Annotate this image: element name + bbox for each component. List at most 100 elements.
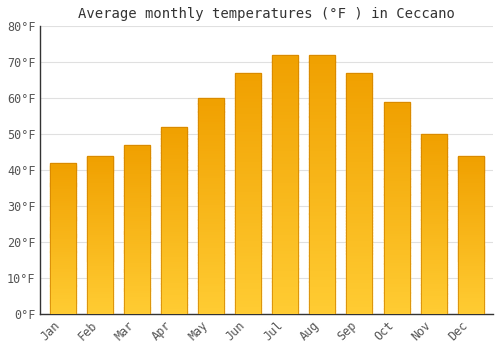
Bar bbox=[310, 291, 336, 294]
Bar bbox=[272, 110, 298, 113]
Bar bbox=[420, 156, 446, 159]
Bar bbox=[384, 256, 409, 258]
Bar bbox=[235, 73, 261, 76]
Bar bbox=[458, 262, 484, 265]
Bar bbox=[420, 215, 446, 217]
Bar bbox=[86, 193, 113, 195]
Bar bbox=[420, 287, 446, 289]
Bar bbox=[235, 73, 261, 314]
Bar bbox=[124, 215, 150, 217]
Bar bbox=[420, 258, 446, 260]
Bar bbox=[458, 288, 484, 290]
Bar bbox=[384, 144, 409, 147]
Bar bbox=[235, 181, 261, 184]
Bar bbox=[86, 288, 113, 290]
Bar bbox=[346, 136, 372, 139]
Bar bbox=[420, 246, 446, 249]
Bar bbox=[235, 311, 261, 314]
Bar bbox=[346, 308, 372, 311]
Bar bbox=[86, 158, 113, 160]
Bar bbox=[161, 136, 187, 139]
Bar bbox=[458, 312, 484, 314]
Bar bbox=[161, 164, 187, 167]
Bar bbox=[458, 251, 484, 253]
Bar bbox=[124, 257, 150, 259]
Bar bbox=[346, 97, 372, 100]
Bar bbox=[198, 109, 224, 112]
Bar bbox=[198, 225, 224, 228]
Bar bbox=[86, 243, 113, 245]
Bar bbox=[198, 147, 224, 149]
Bar bbox=[161, 220, 187, 223]
Bar bbox=[310, 236, 336, 239]
Bar bbox=[310, 139, 336, 142]
Bar bbox=[310, 298, 336, 301]
Bar bbox=[198, 157, 224, 160]
Bar bbox=[50, 219, 76, 222]
Bar bbox=[420, 193, 446, 195]
Bar bbox=[198, 139, 224, 141]
Bar bbox=[346, 305, 372, 308]
Bar bbox=[420, 210, 446, 213]
Bar bbox=[161, 209, 187, 211]
Bar bbox=[384, 107, 409, 110]
Bar bbox=[458, 205, 484, 207]
Bar bbox=[124, 295, 150, 297]
Bar bbox=[161, 276, 187, 279]
Bar bbox=[124, 270, 150, 272]
Bar bbox=[384, 226, 409, 229]
Bar bbox=[86, 231, 113, 233]
Bar bbox=[346, 259, 372, 263]
Bar bbox=[346, 281, 372, 284]
Bar bbox=[420, 217, 446, 219]
Bar bbox=[458, 306, 484, 308]
Bar bbox=[235, 257, 261, 260]
Bar bbox=[420, 150, 446, 152]
Bar bbox=[458, 185, 484, 187]
Bar bbox=[272, 233, 298, 236]
Bar bbox=[124, 274, 150, 276]
Bar bbox=[310, 77, 336, 81]
Bar bbox=[272, 84, 298, 88]
Bar bbox=[198, 176, 224, 179]
Bar bbox=[124, 176, 150, 179]
Bar bbox=[161, 272, 187, 274]
Bar bbox=[384, 184, 409, 187]
Bar bbox=[346, 118, 372, 121]
Bar bbox=[420, 253, 446, 255]
Bar bbox=[50, 164, 76, 167]
Bar bbox=[124, 147, 150, 149]
Bar bbox=[161, 141, 187, 143]
Bar bbox=[346, 251, 372, 254]
Bar bbox=[346, 178, 372, 181]
Bar bbox=[420, 212, 446, 215]
Bar bbox=[384, 205, 409, 208]
Bar bbox=[198, 106, 224, 109]
Bar bbox=[384, 173, 409, 176]
Bar bbox=[50, 274, 76, 276]
Bar bbox=[458, 191, 484, 193]
Bar bbox=[50, 257, 76, 259]
Bar bbox=[272, 172, 298, 175]
Bar bbox=[235, 296, 261, 299]
Bar bbox=[272, 220, 298, 223]
Bar bbox=[124, 236, 150, 238]
Bar bbox=[346, 211, 372, 215]
Bar bbox=[86, 239, 113, 241]
Bar bbox=[272, 175, 298, 178]
Bar bbox=[198, 128, 224, 131]
Bar bbox=[235, 187, 261, 190]
Bar bbox=[124, 276, 150, 278]
Bar bbox=[198, 276, 224, 279]
Bar bbox=[272, 252, 298, 256]
Bar bbox=[272, 116, 298, 120]
Bar bbox=[420, 235, 446, 238]
Bar bbox=[124, 212, 150, 215]
Bar bbox=[198, 98, 224, 314]
Bar bbox=[346, 268, 372, 272]
Bar bbox=[86, 256, 113, 259]
Bar bbox=[124, 261, 150, 263]
Bar bbox=[161, 192, 187, 195]
Bar bbox=[198, 298, 224, 300]
Bar bbox=[198, 187, 224, 190]
